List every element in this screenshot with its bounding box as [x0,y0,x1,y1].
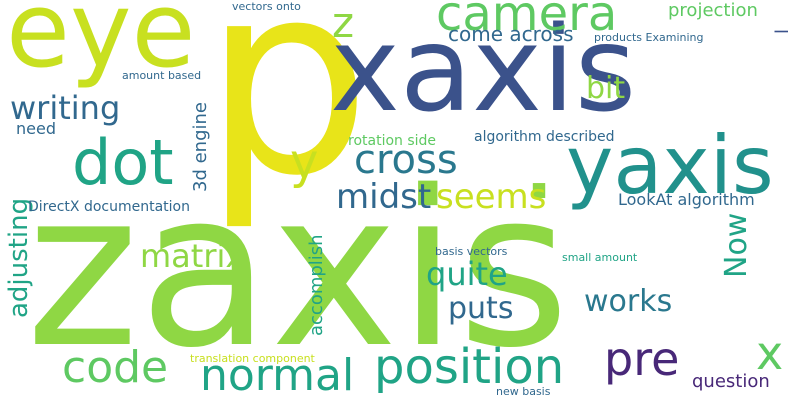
word-question: question [692,371,770,392]
word-accomplish: accomplish [306,234,327,336]
word-camera: camera [436,0,618,42]
word-projection: projection [668,0,758,21]
word-midst: midst [336,177,432,217]
word-x-letter: x [756,326,784,380]
word-eye: eye [6,0,196,91]
word-matrix: matrix [140,237,245,275]
word-small-amount: small amount [562,251,638,264]
word-directx-documentation: DirectX documentation [28,199,190,215]
word-z-letter: z [332,0,355,47]
word-rotation-side: rotation side [348,133,437,149]
word-algorithm-described: algorithm described [474,129,615,145]
word-lookat-algorithm: LookAt algorithm [618,190,755,209]
word-need: need [16,119,56,138]
word-cross: cross [354,137,458,183]
word-seems: seems [436,177,547,217]
word-zaxis: zaxis [26,144,570,395]
word-basis-vectors: basis vectors [435,245,508,258]
word-position: position [374,339,565,395]
word-quite: quite [426,255,508,293]
word-adjusting: adjusting [4,197,34,318]
word-bit: bit [586,71,626,106]
word-amount-based: amount based [122,69,202,82]
word-xaxis: xaxis [330,0,637,138]
word-now: Now [719,212,754,278]
word-puts: puts [448,291,514,326]
word-dot: dot [72,126,174,199]
word-engine-3d: 3d engine [190,102,211,192]
word-vectors-onto: vectors onto [232,0,301,13]
word-come-across: come across [448,22,574,46]
word-code: code [62,342,169,393]
word-new-basis: new basis [496,385,551,398]
word-writing: writing [10,89,121,127]
word-products-examining: products Examining [594,31,704,44]
word-l-letter: l [772,28,793,34]
word-yaxis: yaxis [566,119,774,212]
word-works: works [584,284,673,319]
word-pre: pre [604,332,680,386]
word-p: p [203,0,372,234]
word-y-letter: y [290,134,319,190]
word-normal: normal [200,350,355,400]
word-dot-center: . [520,88,559,227]
word-translation-component: translation component [190,352,315,365]
